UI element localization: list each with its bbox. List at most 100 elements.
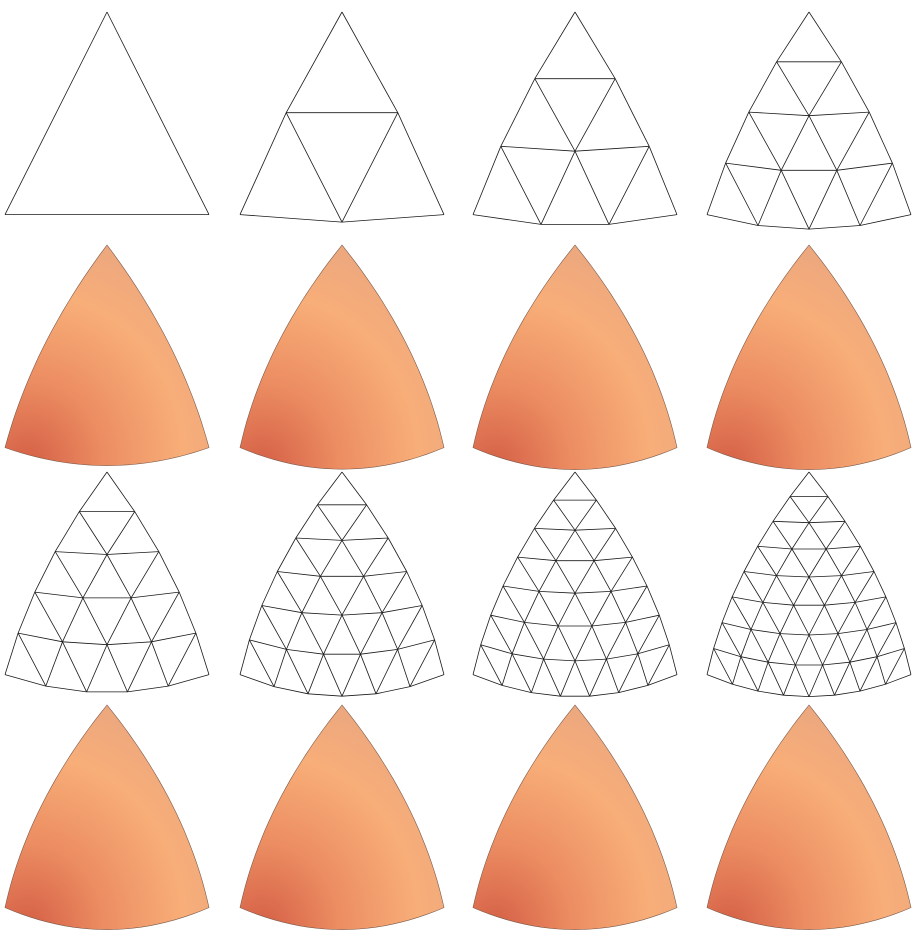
mesh-edge bbox=[320, 540, 342, 576]
mesh-edge bbox=[741, 657, 758, 691]
mesh-edge bbox=[524, 622, 543, 659]
mesh-edge bbox=[131, 598, 151, 642]
mesh-edge bbox=[196, 633, 209, 675]
mesh-edge bbox=[594, 557, 632, 561]
mesh-edge bbox=[554, 500, 575, 530]
mesh-edge bbox=[809, 695, 835, 696]
wireframe-cell-level-1 bbox=[5, 12, 209, 215]
mesh-edge bbox=[107, 472, 135, 512]
shaded-surface bbox=[5, 245, 209, 466]
mesh-edge bbox=[575, 528, 616, 530]
mesh-edge bbox=[749, 112, 781, 170]
mesh-edge bbox=[824, 605, 838, 633]
mesh-edge bbox=[501, 146, 575, 151]
mesh-edge bbox=[503, 586, 539, 591]
mesh-edge bbox=[838, 630, 867, 634]
mesh-edge bbox=[107, 642, 152, 645]
shaded-cell-level-7 bbox=[473, 705, 677, 930]
mesh-edge bbox=[302, 576, 321, 612]
mesh-edge bbox=[558, 593, 575, 626]
mesh-edge bbox=[277, 538, 296, 572]
mesh-edge bbox=[615, 79, 649, 147]
mesh-edge bbox=[860, 546, 874, 571]
mesh-edge bbox=[87, 645, 107, 692]
mesh-edge bbox=[55, 552, 107, 555]
mesh-edge bbox=[777, 549, 792, 576]
mesh-edge bbox=[342, 576, 364, 615]
mesh-edge bbox=[5, 633, 18, 675]
mesh-edge bbox=[649, 146, 677, 214]
mesh-edge bbox=[809, 12, 841, 62]
shaded-surface bbox=[240, 245, 444, 469]
mesh-edge bbox=[83, 555, 107, 598]
mesh-edge bbox=[364, 538, 389, 576]
mesh-edge bbox=[648, 645, 669, 686]
mesh-edge bbox=[382, 606, 422, 613]
mesh-edge bbox=[707, 675, 733, 685]
mesh-edge bbox=[809, 665, 823, 697]
mesh-edge bbox=[539, 591, 575, 593]
mesh-edge bbox=[606, 659, 618, 693]
mesh-edge bbox=[168, 675, 209, 687]
mesh-edge bbox=[539, 591, 558, 626]
mesh-edge bbox=[809, 549, 826, 577]
mesh-edge bbox=[107, 555, 131, 598]
shaded-surface bbox=[473, 705, 677, 930]
mesh-edge bbox=[632, 557, 647, 586]
mesh-edge bbox=[828, 497, 845, 522]
mesh-edge bbox=[877, 657, 885, 685]
mesh-edge bbox=[503, 557, 518, 586]
shaded-cell-level-3 bbox=[473, 245, 677, 470]
mesh-edge bbox=[531, 693, 560, 697]
mesh-edge bbox=[63, 642, 87, 692]
mesh-edge bbox=[869, 112, 892, 163]
mesh-edge bbox=[135, 512, 159, 552]
mesh-edge bbox=[860, 684, 886, 691]
mesh-edge bbox=[837, 112, 869, 170]
mesh-edge bbox=[249, 640, 286, 650]
mesh-edge bbox=[592, 591, 611, 626]
mesh-edge bbox=[388, 538, 407, 572]
mesh-edge bbox=[575, 151, 609, 224]
mesh-edge bbox=[473, 645, 481, 675]
mesh-edge bbox=[714, 623, 722, 649]
mesh-edge bbox=[744, 572, 763, 603]
mesh-edge bbox=[609, 146, 649, 224]
mesh-edge bbox=[558, 626, 575, 661]
mesh-edge bbox=[398, 649, 410, 686]
mesh-edge bbox=[749, 112, 809, 116]
mesh-edge bbox=[127, 642, 151, 692]
mesh-edge bbox=[324, 654, 343, 696]
mesh-edge bbox=[18, 592, 35, 633]
mesh-edge bbox=[168, 633, 196, 686]
mesh-edge bbox=[904, 649, 911, 675]
mesh-edge bbox=[758, 691, 784, 695]
mesh-edge bbox=[296, 538, 342, 540]
mesh-edge bbox=[302, 613, 342, 615]
mesh-edge bbox=[744, 546, 758, 571]
shaded-cell-level-1 bbox=[5, 245, 209, 466]
mesh-edge bbox=[503, 586, 524, 622]
mesh-edge bbox=[594, 561, 611, 592]
mesh-edge bbox=[518, 528, 535, 557]
mesh-edge bbox=[240, 215, 342, 223]
mesh-edge bbox=[575, 530, 594, 561]
mesh-edge bbox=[556, 561, 575, 594]
mesh-edge bbox=[790, 472, 809, 497]
mesh-edge bbox=[308, 694, 342, 696]
mesh-edge bbox=[781, 170, 809, 229]
mesh-edge bbox=[473, 215, 541, 225]
mesh-edge bbox=[837, 170, 860, 225]
mesh-edge bbox=[792, 549, 809, 577]
mesh-edge bbox=[626, 615, 660, 622]
mesh-edge bbox=[364, 576, 383, 612]
mesh-edge bbox=[575, 593, 592, 626]
mesh-edge bbox=[473, 146, 501, 214]
mesh-edge bbox=[535, 79, 575, 152]
mesh-edge bbox=[626, 622, 638, 653]
mesh-edge bbox=[524, 622, 558, 626]
mesh-edge bbox=[758, 226, 809, 230]
mesh-edge bbox=[749, 62, 777, 112]
mesh-edge bbox=[826, 521, 845, 549]
